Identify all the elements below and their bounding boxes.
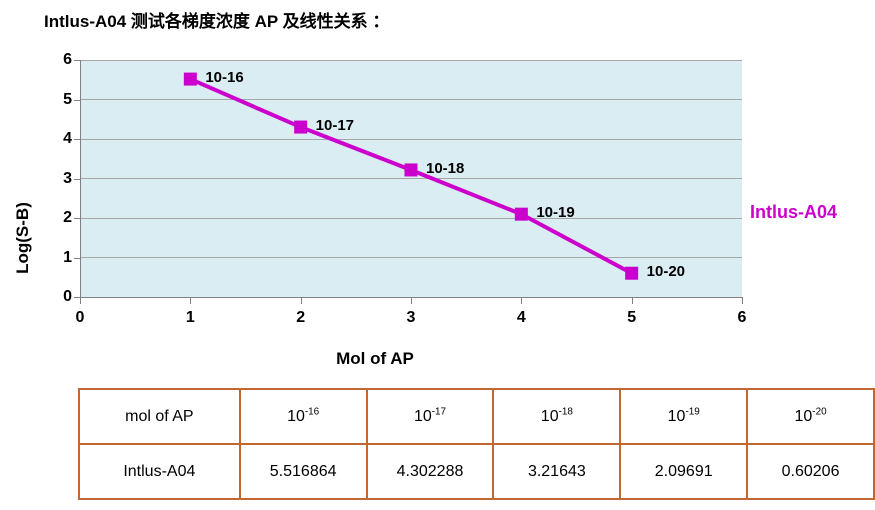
y-tick bbox=[74, 60, 80, 61]
chart-title: Intlus-A04 测试各梯度浓度 AP 及线性关系 ： bbox=[44, 12, 390, 31]
gridline bbox=[80, 217, 742, 219]
y-tick bbox=[74, 257, 80, 259]
data-point-marker bbox=[625, 266, 639, 280]
x-tick-label: 4 bbox=[516, 309, 526, 326]
data-point-label: 10-18 bbox=[426, 159, 465, 177]
x-tick bbox=[521, 298, 523, 304]
table-cell-row-label: Intlus-A04 bbox=[78, 443, 241, 500]
data-point-label: 10-19 bbox=[536, 204, 575, 222]
exp-base: 10 bbox=[287, 407, 305, 425]
exp-sup: -16 bbox=[304, 406, 320, 418]
x-tick bbox=[631, 298, 633, 304]
exp-base: 10 bbox=[413, 407, 432, 425]
data-point-marker bbox=[183, 72, 197, 86]
x-tick-label: 0 bbox=[75, 309, 85, 326]
y-tick bbox=[74, 297, 80, 298]
gridline bbox=[80, 257, 742, 258]
y-tick bbox=[74, 139, 80, 140]
line-chart: 10-16 10-17 10-18 10-19 10-20 Log(S-B) Mol o… bbox=[13, 51, 838, 368]
table-cell-value: 0.60206 bbox=[746, 443, 875, 500]
exp-base: 10 bbox=[540, 407, 559, 425]
data-point-label: 10-17 bbox=[315, 117, 355, 135]
y-tick-label: 5 bbox=[63, 90, 72, 108]
x-tick bbox=[190, 298, 192, 304]
x-tick-label: 3 bbox=[406, 309, 416, 326]
x-tick bbox=[742, 298, 743, 304]
y-tick-label: 3 bbox=[63, 169, 72, 187]
table-cell-concentration: 10-19 bbox=[619, 388, 749, 445]
exp-sup: -20 bbox=[812, 406, 827, 418]
table-cell-value: 5.516864 bbox=[238, 443, 368, 500]
x-axis-title: Mol of AP bbox=[336, 349, 414, 368]
gridline bbox=[80, 99, 742, 100]
table-cell-concentration: 10-16 bbox=[238, 388, 368, 445]
x-tick-label: 5 bbox=[627, 309, 637, 326]
x-tick bbox=[300, 298, 302, 304]
exp-sup: -18 bbox=[558, 406, 573, 418]
table-cell-concentration: 10-17 bbox=[365, 388, 495, 445]
gridline bbox=[80, 178, 742, 179]
y-tick bbox=[74, 178, 80, 180]
y-tick bbox=[74, 218, 80, 219]
exp-sup: -19 bbox=[685, 406, 700, 418]
y-tick-label: 6 bbox=[63, 51, 72, 68]
x-tick-label: 6 bbox=[737, 309, 747, 326]
series-svg bbox=[183, 72, 639, 280]
table-cell-concentration: 10-20 bbox=[746, 388, 875, 445]
y-tick-label: 1 bbox=[63, 248, 72, 266]
x-tick-label: 2 bbox=[296, 309, 306, 326]
data-point-marker bbox=[514, 207, 528, 221]
data-point-marker bbox=[294, 120, 308, 134]
x-tick-label: 1 bbox=[185, 309, 195, 326]
y-axis-line bbox=[80, 60, 81, 298]
data-table: mol of AP 10-16 10-17 10-18 10-19 10-20 … bbox=[78, 388, 875, 500]
x-tick bbox=[80, 298, 81, 304]
y-tick-label: 2 bbox=[63, 209, 72, 226]
table-cell-row-label: mol of AP bbox=[78, 388, 241, 445]
data-point-marker bbox=[404, 163, 418, 177]
table-cell-concentration: 10-18 bbox=[492, 388, 622, 445]
exp-base: 10 bbox=[794, 407, 813, 425]
exp-base: 10 bbox=[667, 407, 686, 425]
table-value-row: Intlus-A04 5.516864 4.302288 3.21643 2.0… bbox=[78, 443, 875, 500]
y-tick-label: 0 bbox=[63, 288, 72, 305]
table-cell-value: 3.21643 bbox=[492, 443, 622, 500]
y-tick bbox=[74, 99, 80, 101]
x-tick bbox=[411, 298, 412, 304]
table-cell-value: 4.302288 bbox=[365, 443, 495, 500]
data-point-label: 10-16 bbox=[205, 69, 244, 87]
gridline bbox=[80, 59, 742, 61]
table-header-row: mol of AP 10-16 10-17 10-18 10-19 10-20 bbox=[78, 388, 875, 445]
x-axis-line bbox=[80, 297, 743, 298]
y-tick-label: 4 bbox=[63, 130, 72, 147]
plot-area: 10-16 10-17 10-18 10-19 10-20 bbox=[80, 59, 742, 297]
data-point-label: 10-20 bbox=[646, 263, 686, 281]
table-cell-value: 2.09691 bbox=[619, 443, 749, 500]
gridline bbox=[80, 138, 742, 140]
y-axis-title: Log(S-B) bbox=[13, 202, 32, 274]
exp-sup: -17 bbox=[431, 406, 447, 418]
legend-label: Intlus-A04 bbox=[750, 202, 838, 222]
